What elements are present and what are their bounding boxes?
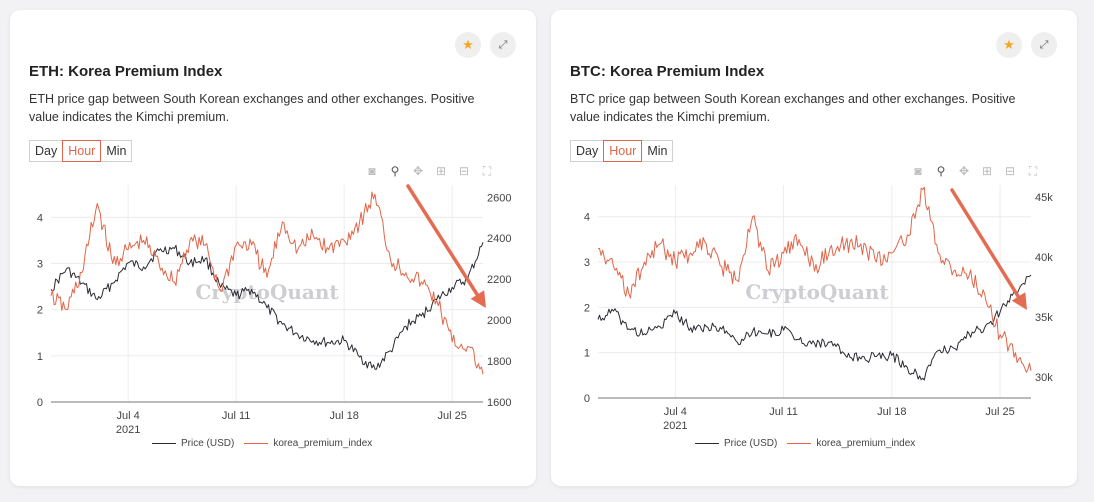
star-icon[interactable]: ★ [996, 32, 1022, 58]
y-left-tick-label: 4 [37, 212, 43, 224]
y-right-tick-label: 2200 [487, 274, 511, 286]
y-right-tick-label: 2600 [487, 192, 511, 204]
y-left-tick-label: 0 [584, 393, 590, 405]
range-selector: Day Hour Min [570, 140, 674, 162]
expand-icon[interactable]: ⤢ [490, 32, 516, 58]
legend-premium[interactable]: korea_premium_index [244, 438, 372, 449]
range-hour-button[interactable]: Hour [603, 140, 643, 162]
pan-icon[interactable]: ✥ [958, 164, 970, 178]
autoscale-icon[interactable]: ⛶ [1028, 164, 1038, 178]
legend-price-label: Price (USD) [181, 438, 235, 449]
y-left-tick-label: 3 [37, 258, 43, 270]
watermark: CryptoQuant [745, 280, 889, 304]
star-icon[interactable]: ★ [455, 32, 481, 58]
chart-modebar: ◙ ⚲ ✥ ⊞ ⊟ ⛶ [911, 164, 1040, 179]
legend-premium[interactable]: korea_premium_index [787, 438, 915, 449]
range-min-button[interactable]: Min [100, 140, 133, 162]
card-description: BTC price gap between South Korean excha… [570, 92, 1016, 124]
trend-arrow [406, 184, 482, 301]
card-eth-korea-premium: ★ ⤢ ETH: Korea Premium Index ETH price g… [10, 10, 536, 486]
y-right-tick-label: 1800 [487, 356, 511, 368]
y-left-tick-label: 2 [37, 305, 43, 317]
zoom-icon[interactable]: ⚲ [936, 164, 946, 178]
card-btc-korea-premium: ★ ⤢ BTC: Korea Premium Index BTC price g… [551, 10, 1077, 486]
y-right-tick-label: 1600 [487, 397, 511, 409]
chart-modebar: ◙ ⚲ ✥ ⊞ ⊟ ⛶ [365, 164, 494, 179]
zoom-in-icon[interactable]: ⊞ [981, 164, 993, 178]
y-left-tick-label: 2 [584, 302, 590, 314]
x-tick-label: Jul 25 [437, 410, 466, 422]
chart-legend: Price (USD) korea_premium_index [695, 438, 925, 449]
range-selector: Day Hour Min [29, 140, 133, 162]
chart-eth[interactable]: 0 1 2 3 4 1600 1800 2000 2200 2400 2600 Jul 4 2021 Ju… [10, 10, 536, 486]
x-tick-label: Jul 11 [769, 406, 798, 418]
y-right-tick-label: 30k [1035, 372, 1053, 384]
y-left-tick-label: 3 [584, 257, 590, 269]
legend-price-label: Price (USD) [724, 438, 778, 449]
y-right-tick-label: 45k [1035, 192, 1053, 204]
y-right-tick-label: 2000 [487, 315, 511, 327]
trend-arrow-head [470, 290, 486, 308]
chart-legend: Price (USD) korea_premium_index [152, 438, 382, 449]
trend-arrow-head [1011, 292, 1027, 310]
zoom-out-icon[interactable]: ⊟ [458, 164, 470, 178]
pan-icon[interactable]: ✥ [412, 164, 424, 178]
x-tick-label: Jul 18 [329, 410, 358, 422]
zoom-in-icon[interactable]: ⊞ [435, 164, 447, 178]
y-right-tick-label: 2400 [487, 233, 511, 245]
x-tick-label: Jul 18 [877, 406, 906, 418]
y-left-tick-label: 1 [584, 348, 590, 360]
y-right-tick-label: 35k [1035, 312, 1053, 324]
x-tick-year-label: 2021 [663, 420, 687, 432]
chart-btc[interactable]: 0 1 2 3 4 30k 35k 40k 45k Jul 4 2021 Jul 11 Jul 18 Ju… [551, 10, 1077, 486]
card-title: ETH: Korea Premium Index [29, 63, 223, 80]
range-hour-button[interactable]: Hour [62, 140, 102, 162]
legend-price[interactable]: Price (USD) [695, 438, 777, 449]
legend-premium-label: korea_premium_index [816, 438, 916, 449]
zoom-out-icon[interactable]: ⊟ [1004, 164, 1016, 178]
legend-price[interactable]: Price (USD) [152, 438, 234, 449]
price-line [50, 242, 484, 370]
card-title: BTC: Korea Premium Index [570, 63, 765, 80]
camera-icon[interactable]: ◙ [368, 164, 376, 178]
range-day-button[interactable]: Day [570, 140, 605, 162]
trend-arrow [950, 188, 1023, 303]
y-left-tick-label: 4 [584, 212, 590, 224]
legend-premium-label: korea_premium_index [273, 438, 373, 449]
x-tick-label: Jul 25 [985, 406, 1014, 418]
y-left-tick-label: 0 [37, 397, 43, 409]
zoom-icon[interactable]: ⚲ [390, 164, 400, 178]
x-tick-label: Jul 4 [664, 406, 687, 418]
expand-icon[interactable]: ⤢ [1031, 32, 1057, 58]
card-description: ETH price gap between South Korean excha… [29, 92, 475, 124]
y-left-tick-label: 1 [37, 351, 43, 363]
x-tick-year-label: 2021 [116, 424, 140, 436]
x-tick-label: Jul 4 [117, 410, 140, 422]
camera-icon[interactable]: ◙ [914, 164, 922, 178]
autoscale-icon[interactable]: ⛶ [482, 164, 492, 178]
x-tick-label: Jul 11 [222, 410, 251, 422]
y-right-tick-label: 40k [1035, 252, 1053, 264]
